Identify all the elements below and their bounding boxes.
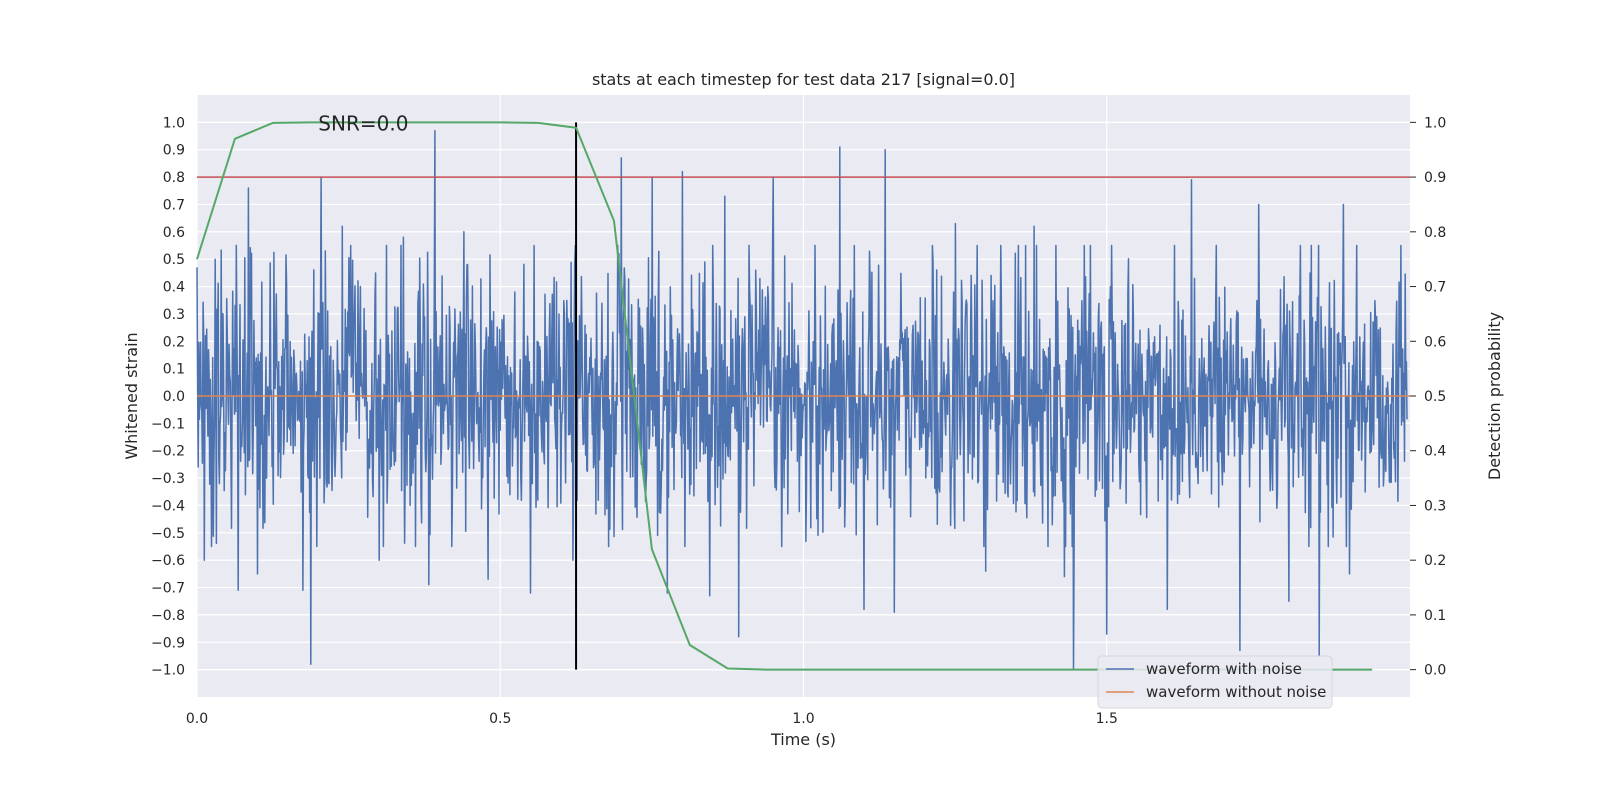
y2-tick-label: 0.3 [1424, 498, 1446, 514]
x-tick-label: 0.0 [186, 711, 208, 727]
y2-tick-label: 0.5 [1424, 389, 1446, 405]
y2-tick-label: 0.7 [1424, 280, 1446, 296]
legend: waveform with noise waveform without noi… [1097, 655, 1333, 709]
y2-tick-label: 0.6 [1424, 334, 1446, 350]
y2-tick-label: 1.0 [1424, 115, 1446, 131]
x-tick-label: 0.5 [489, 711, 511, 727]
y-tick-label: −0.2 [151, 444, 185, 460]
y-tick-label: 0.8 [163, 170, 185, 186]
y-tick-label: −0.1 [151, 416, 185, 432]
legend-box [1097, 655, 1333, 709]
y2-tick-label: 0.0 [1424, 663, 1446, 679]
y-tick-label: 0.2 [163, 334, 185, 350]
y-tick-label: 0.5 [163, 252, 185, 268]
y2-tick-label: 0.2 [1424, 553, 1446, 569]
x-axis-title: Time (s) [770, 730, 836, 749]
y-tick-label: −0.4 [151, 498, 185, 514]
y-tick-label: −0.7 [151, 581, 185, 597]
y-tick-label: 1.0 [163, 115, 185, 131]
y-tick-label: 0.1 [163, 362, 185, 378]
y2-tick-label: 0.8 [1424, 225, 1446, 241]
y-tick-label: −0.6 [151, 553, 185, 569]
y-tick-label: 0.6 [163, 225, 185, 241]
y2-tick-label: 0.4 [1424, 444, 1446, 460]
y-tick-label: 0.7 [163, 197, 185, 213]
y2-tick-label: 0.1 [1424, 608, 1446, 624]
x-tick-label: 1.0 [792, 711, 814, 727]
x-tick-label: 1.5 [1096, 711, 1118, 727]
chart-title: stats at each timestep for test data 217… [592, 70, 1015, 89]
y-tick-label: 0.4 [163, 280, 185, 296]
y-tick-label: 0.3 [163, 307, 185, 323]
legend-label-noisy: waveform with noise [1146, 660, 1302, 678]
series-waveform-with-noise [196, 129, 1408, 671]
y-axis-title: Whitened strain [122, 332, 141, 459]
y-tick-label: −0.8 [151, 608, 185, 624]
y-tick-label: 0.9 [163, 143, 185, 159]
y-tick-label: −0.5 [151, 526, 185, 542]
y-tick-label: −0.3 [151, 471, 185, 487]
axes-layer: −1.0 −0.9 −0.8 −0.7 −0.6 −0.5 −0.4 −0.3 −0.2 −0.1… [151, 115, 1446, 727]
y-tick-label: 0.0 [163, 389, 185, 405]
y-tick-label: −0.9 [151, 635, 185, 651]
y-tick-label: −1.0 [151, 663, 185, 679]
y2-axis-title: Detection probability [1485, 312, 1504, 480]
legend-label-clean: waveform without noise [1146, 683, 1326, 701]
snr-annotation: SNR=0.0 [318, 111, 408, 135]
y2-tick-label: 0.9 [1424, 170, 1446, 186]
